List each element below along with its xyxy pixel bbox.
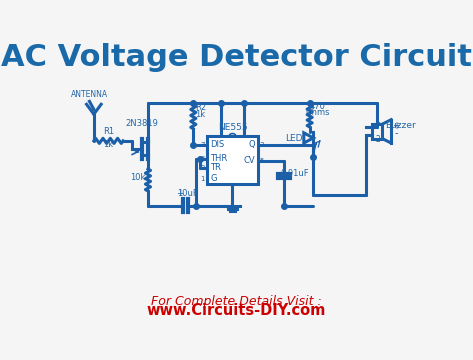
Text: 470: 470 xyxy=(310,102,325,111)
Text: www.Circuits-DIY.com: www.Circuits-DIY.com xyxy=(147,303,326,318)
Text: TR: TR xyxy=(210,163,221,172)
Text: ANTENNA: ANTENNA xyxy=(71,90,108,99)
Text: 1: 1 xyxy=(201,176,205,182)
Text: R2: R2 xyxy=(195,103,206,112)
Text: 2N3819: 2N3819 xyxy=(125,119,158,128)
Text: G: G xyxy=(210,174,217,183)
Text: 1k: 1k xyxy=(196,110,206,119)
Text: 2: 2 xyxy=(376,135,380,144)
Text: 6: 6 xyxy=(201,156,205,162)
Text: 10k: 10k xyxy=(130,173,145,182)
Text: CV: CV xyxy=(243,156,255,165)
Text: 5: 5 xyxy=(260,158,264,164)
Text: DIS: DIS xyxy=(210,140,224,149)
Text: 7: 7 xyxy=(201,142,205,148)
Text: NE555: NE555 xyxy=(218,123,247,132)
FancyBboxPatch shape xyxy=(207,136,258,184)
Text: For Complete Details Visit :: For Complete Details Visit : xyxy=(151,294,322,307)
Text: 1: 1 xyxy=(376,116,380,125)
Text: Q: Q xyxy=(248,140,255,149)
Text: 3: 3 xyxy=(260,142,264,148)
Text: R1: R1 xyxy=(103,127,114,136)
Text: AC Voltage Detector Circuit: AC Voltage Detector Circuit xyxy=(1,43,472,72)
Text: +: + xyxy=(176,189,184,198)
Text: 2: 2 xyxy=(201,165,205,171)
Text: -: - xyxy=(394,128,398,138)
Text: THR: THR xyxy=(210,154,228,163)
Text: +: + xyxy=(392,121,400,131)
Text: Buzzer: Buzzer xyxy=(385,121,415,130)
Bar xyxy=(372,124,383,139)
Text: 10uF: 10uF xyxy=(177,189,198,198)
Text: LED: LED xyxy=(286,134,303,143)
Text: Ohms: Ohms xyxy=(306,108,330,117)
Text: 1k: 1k xyxy=(104,140,114,149)
Text: 0.01uF: 0.01uF xyxy=(280,169,309,178)
